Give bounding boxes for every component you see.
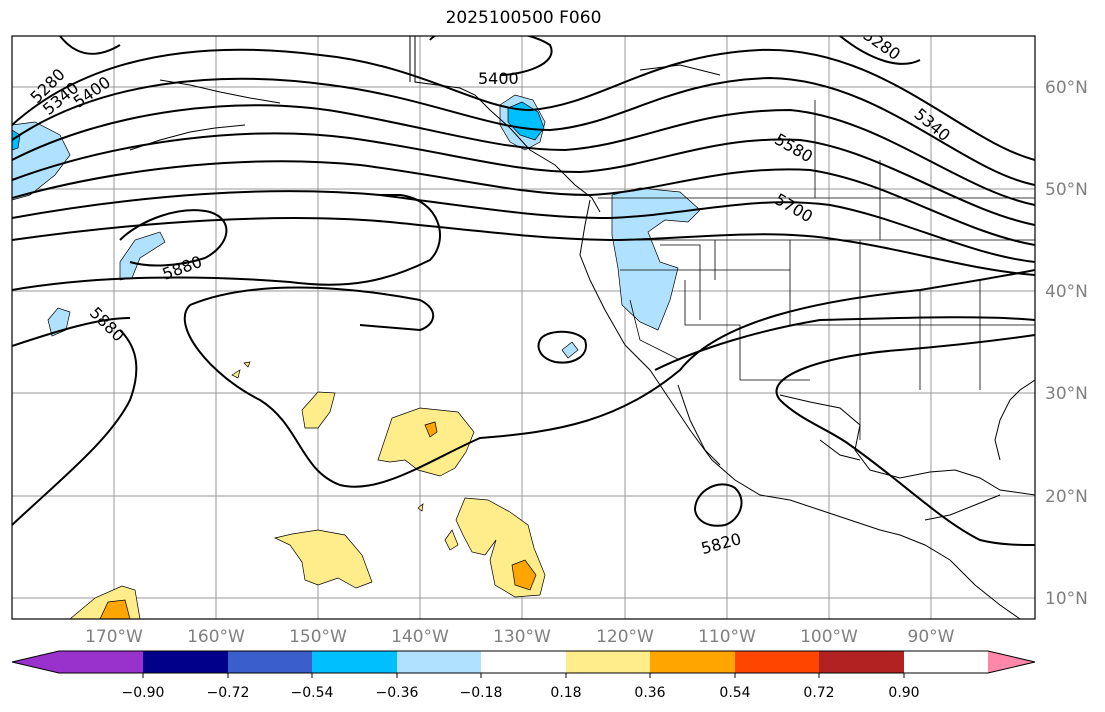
colorbar-segment: [481, 651, 566, 673]
colorbar-segment: [312, 651, 397, 673]
colorbar-segment: [735, 651, 819, 673]
lon-tick-label: 120°W: [596, 627, 654, 647]
colorbar-tick-label: 0.36: [634, 685, 665, 701]
positive-field: [243, 361, 251, 368]
contour-labels: 5280 5340 5400 5400 5280 5340 5580 5700 …: [27, 36, 954, 558]
colorbar-tick-label: −0.54: [291, 685, 334, 701]
positive-field: [417, 503, 424, 512]
colorbar-outline: [11, 650, 1036, 674]
lon-tick-label: 170°W: [85, 627, 143, 647]
negative-field: [611, 187, 701, 331]
colorbar-extend-high: [988, 651, 1035, 673]
colorbar-segment: [143, 651, 228, 673]
colorbar-tick-label: 0.72: [803, 685, 834, 701]
lon-tick-label: 130°W: [493, 627, 551, 647]
colorbar-tick-label: 0.54: [719, 685, 750, 701]
colorbar-extend-low: [12, 651, 59, 673]
positive-field: [424, 421, 438, 438]
gridlines: [12, 36, 1035, 619]
map-title: 2025100500 F060: [445, 8, 602, 28]
positive-field: [444, 529, 459, 551]
colorbar-tick-label: −0.72: [207, 685, 250, 701]
lat-tick-label: 40°N: [1045, 282, 1088, 302]
positive-field: [231, 369, 241, 379]
lon-tick-label: 140°W: [391, 627, 449, 647]
state-borders: [598, 100, 1035, 440]
positive-field: [99, 599, 131, 619]
lon-tick-label: 90°W: [908, 627, 955, 647]
lon-tick-label: 160°W: [187, 627, 245, 647]
positive-field: [377, 407, 475, 477]
negative-field: [561, 341, 579, 359]
colorbar-tick-label: 0.90: [888, 685, 919, 701]
colorbar-tick-label: −0.90: [122, 685, 165, 701]
positive-field: [511, 559, 537, 591]
colorbar-tick-label: −0.36: [376, 685, 419, 701]
colorbar-tick-label: 0.18: [550, 685, 581, 701]
height-contours: [12, 36, 1035, 546]
contour-label: 5400: [478, 69, 519, 88]
lon-tick-label: 110°W: [698, 627, 756, 647]
lat-tick-label: 20°N: [1045, 487, 1088, 507]
lat-tick-label: 50°N: [1045, 180, 1088, 200]
colorbar-segment: [650, 651, 735, 673]
colorbar-segment: [819, 651, 904, 673]
latitude-ticks: 60°N 50°N 40°N 30°N 20°N 10°N: [1045, 78, 1088, 609]
longitude-ticks: 170°W 160°W 150°W 140°W 130°W 120°W 110°…: [85, 627, 955, 647]
negative-field: [119, 231, 166, 281]
negative-field: [507, 101, 545, 141]
colorbar-labels: −0.90 −0.72 −0.54 −0.36 −0.18 0.18 0.36 …: [122, 685, 920, 701]
lon-tick-label: 100°W: [800, 627, 858, 647]
lon-tick-label: 150°W: [289, 627, 347, 647]
map-frame: [11, 35, 1036, 620]
colorbar-segment: [566, 651, 650, 673]
positive-field: [273, 529, 373, 589]
colorbar-segment: [228, 651, 312, 673]
lat-tick-label: 10°N: [1045, 589, 1088, 609]
lat-tick-label: 60°N: [1045, 78, 1088, 98]
colorbar-segment: [59, 651, 143, 673]
colorbar: [11, 650, 1036, 678]
lat-tick-label: 30°N: [1045, 384, 1088, 404]
colorbar-segment: [397, 651, 481, 673]
colorbar-tick-label: −0.18: [460, 685, 503, 701]
positive-field: [301, 391, 336, 429]
